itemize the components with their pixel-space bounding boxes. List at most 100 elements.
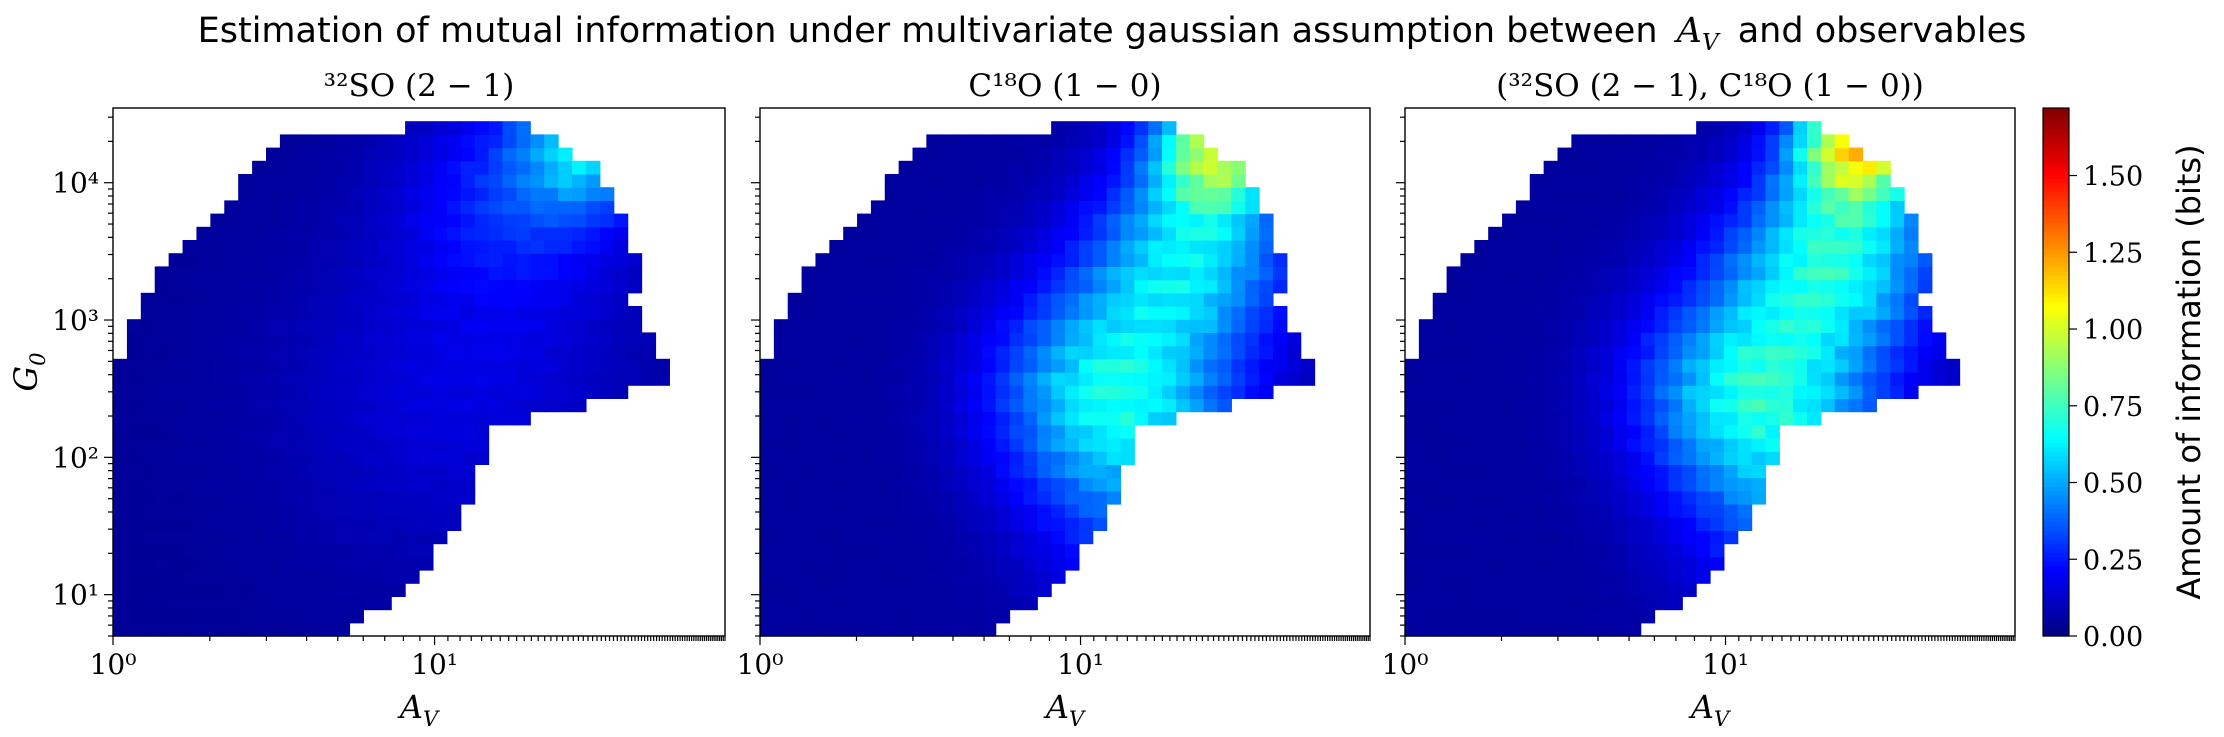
heatmap-cell [1723,345,1739,360]
heatmap-cell [981,292,997,307]
heatmap-cell [1571,609,1586,624]
heatmap-cell [335,438,351,452]
heatmap-cell [940,596,955,611]
heatmap-cell [1515,398,1531,413]
heatmap-cell [1571,253,1586,267]
heatmap-cell [502,200,517,215]
heatmap-cell [279,556,295,571]
heatmap-cell [1231,306,1246,320]
heatmap-cell [405,490,420,505]
heatmap-cell [502,358,517,373]
heatmap-cell [599,279,615,294]
heatmap-cell [884,292,900,307]
heatmap-cell [857,332,872,347]
heatmap-cell [1626,477,1642,492]
heatmap-cell [168,292,184,307]
heatmap-cell [1848,147,1864,162]
heatmap-cell [1446,477,1462,492]
heatmap-cell [981,160,997,175]
heatmap-cell [1599,398,1614,413]
heatmap-cell [1488,570,1503,584]
heatmap-cell [926,570,941,584]
heatmap-cell [1862,160,1877,175]
heatmap-cell [1848,385,1864,399]
heatmap-cell [1474,517,1489,531]
heatmap-cell [335,583,351,597]
heatmap-cell [224,372,239,386]
heatmap-cell [321,398,337,413]
heatmap-cell [1668,226,1683,241]
x-axis-label: AV [397,688,440,731]
heatmap-cell [967,398,983,413]
heatmap-cell [1710,490,1725,505]
heatmap-cell [446,438,462,452]
heatmap-cell [1189,200,1205,215]
heatmap-cell [1529,609,1545,624]
heatmap-cell [898,477,914,492]
heatmap-cell [585,372,601,386]
heatmap-cell [1626,174,1642,188]
heatmap-cell [843,490,858,505]
heatmap-cell [126,358,142,373]
heatmap-cell [1106,451,1122,465]
heatmap-cell [238,187,253,201]
heatmap-cell [760,556,775,571]
heatmap-cell [1557,451,1572,465]
heatmap-cell [279,424,295,439]
heatmap-cell [815,556,830,571]
heatmap-cell [391,266,406,281]
heatmap-cell [1023,187,1038,201]
heatmap-cell [1585,358,1600,373]
axes-frame [1404,107,2016,637]
heatmap-cell [1446,424,1462,439]
heatmap-cell [1543,411,1559,426]
heatmap-cell [140,306,156,320]
heatmap-cell [279,543,295,558]
heatmap-cell [760,504,775,518]
heatmap-cell [1092,438,1108,452]
heatmap-cell [377,319,392,333]
colorbar-segment [2043,213,2069,219]
heatmap-cell [1037,226,1052,241]
heatmap-cell [1682,240,1697,254]
heatmap-cell [1710,385,1725,399]
heatmap-cell [1710,451,1725,465]
heatmap-cell [210,253,225,267]
heatmap-cell [1737,306,1753,320]
heatmap-cell [1120,306,1135,320]
heatmap-cell [1065,345,1080,360]
heatmap-cell [884,372,900,386]
colorbar-segment [2043,174,2069,179]
heatmap-cell [391,174,406,188]
heatmap-cell [1710,411,1725,426]
heatmap-cell [279,609,295,624]
heatmap-cell [1432,292,1448,307]
heatmap-cell [1862,345,1877,360]
heatmap-cell [1585,543,1600,558]
heatmap-cell [530,200,545,215]
heatmap-cell [1092,345,1108,360]
heatmap-cell [516,385,531,399]
heatmap-cell [801,398,817,413]
heatmap-cell [1765,226,1780,241]
heatmap-cell [502,187,517,201]
heatmap-cell [1807,160,1822,175]
heatmap-cell [1917,358,1933,373]
heatmap-cell [279,596,295,611]
heatmap-cell [1917,319,1933,333]
heatmap-cell [1820,134,1836,149]
heatmap-cell [460,424,476,439]
heatmap-cell [405,332,420,347]
heatmap-cell [266,240,281,254]
colorbar-segment [2043,306,2069,311]
heatmap-cell [460,213,476,228]
heatmap-cell [1543,490,1559,505]
heatmap-cell [981,253,997,267]
heatmap-cell [1037,477,1052,492]
heatmap-cell [530,253,545,267]
heatmap-cell [884,438,900,452]
heatmap-cell [349,596,364,611]
heatmap-cell [252,187,267,201]
heatmap-cell [870,464,886,479]
